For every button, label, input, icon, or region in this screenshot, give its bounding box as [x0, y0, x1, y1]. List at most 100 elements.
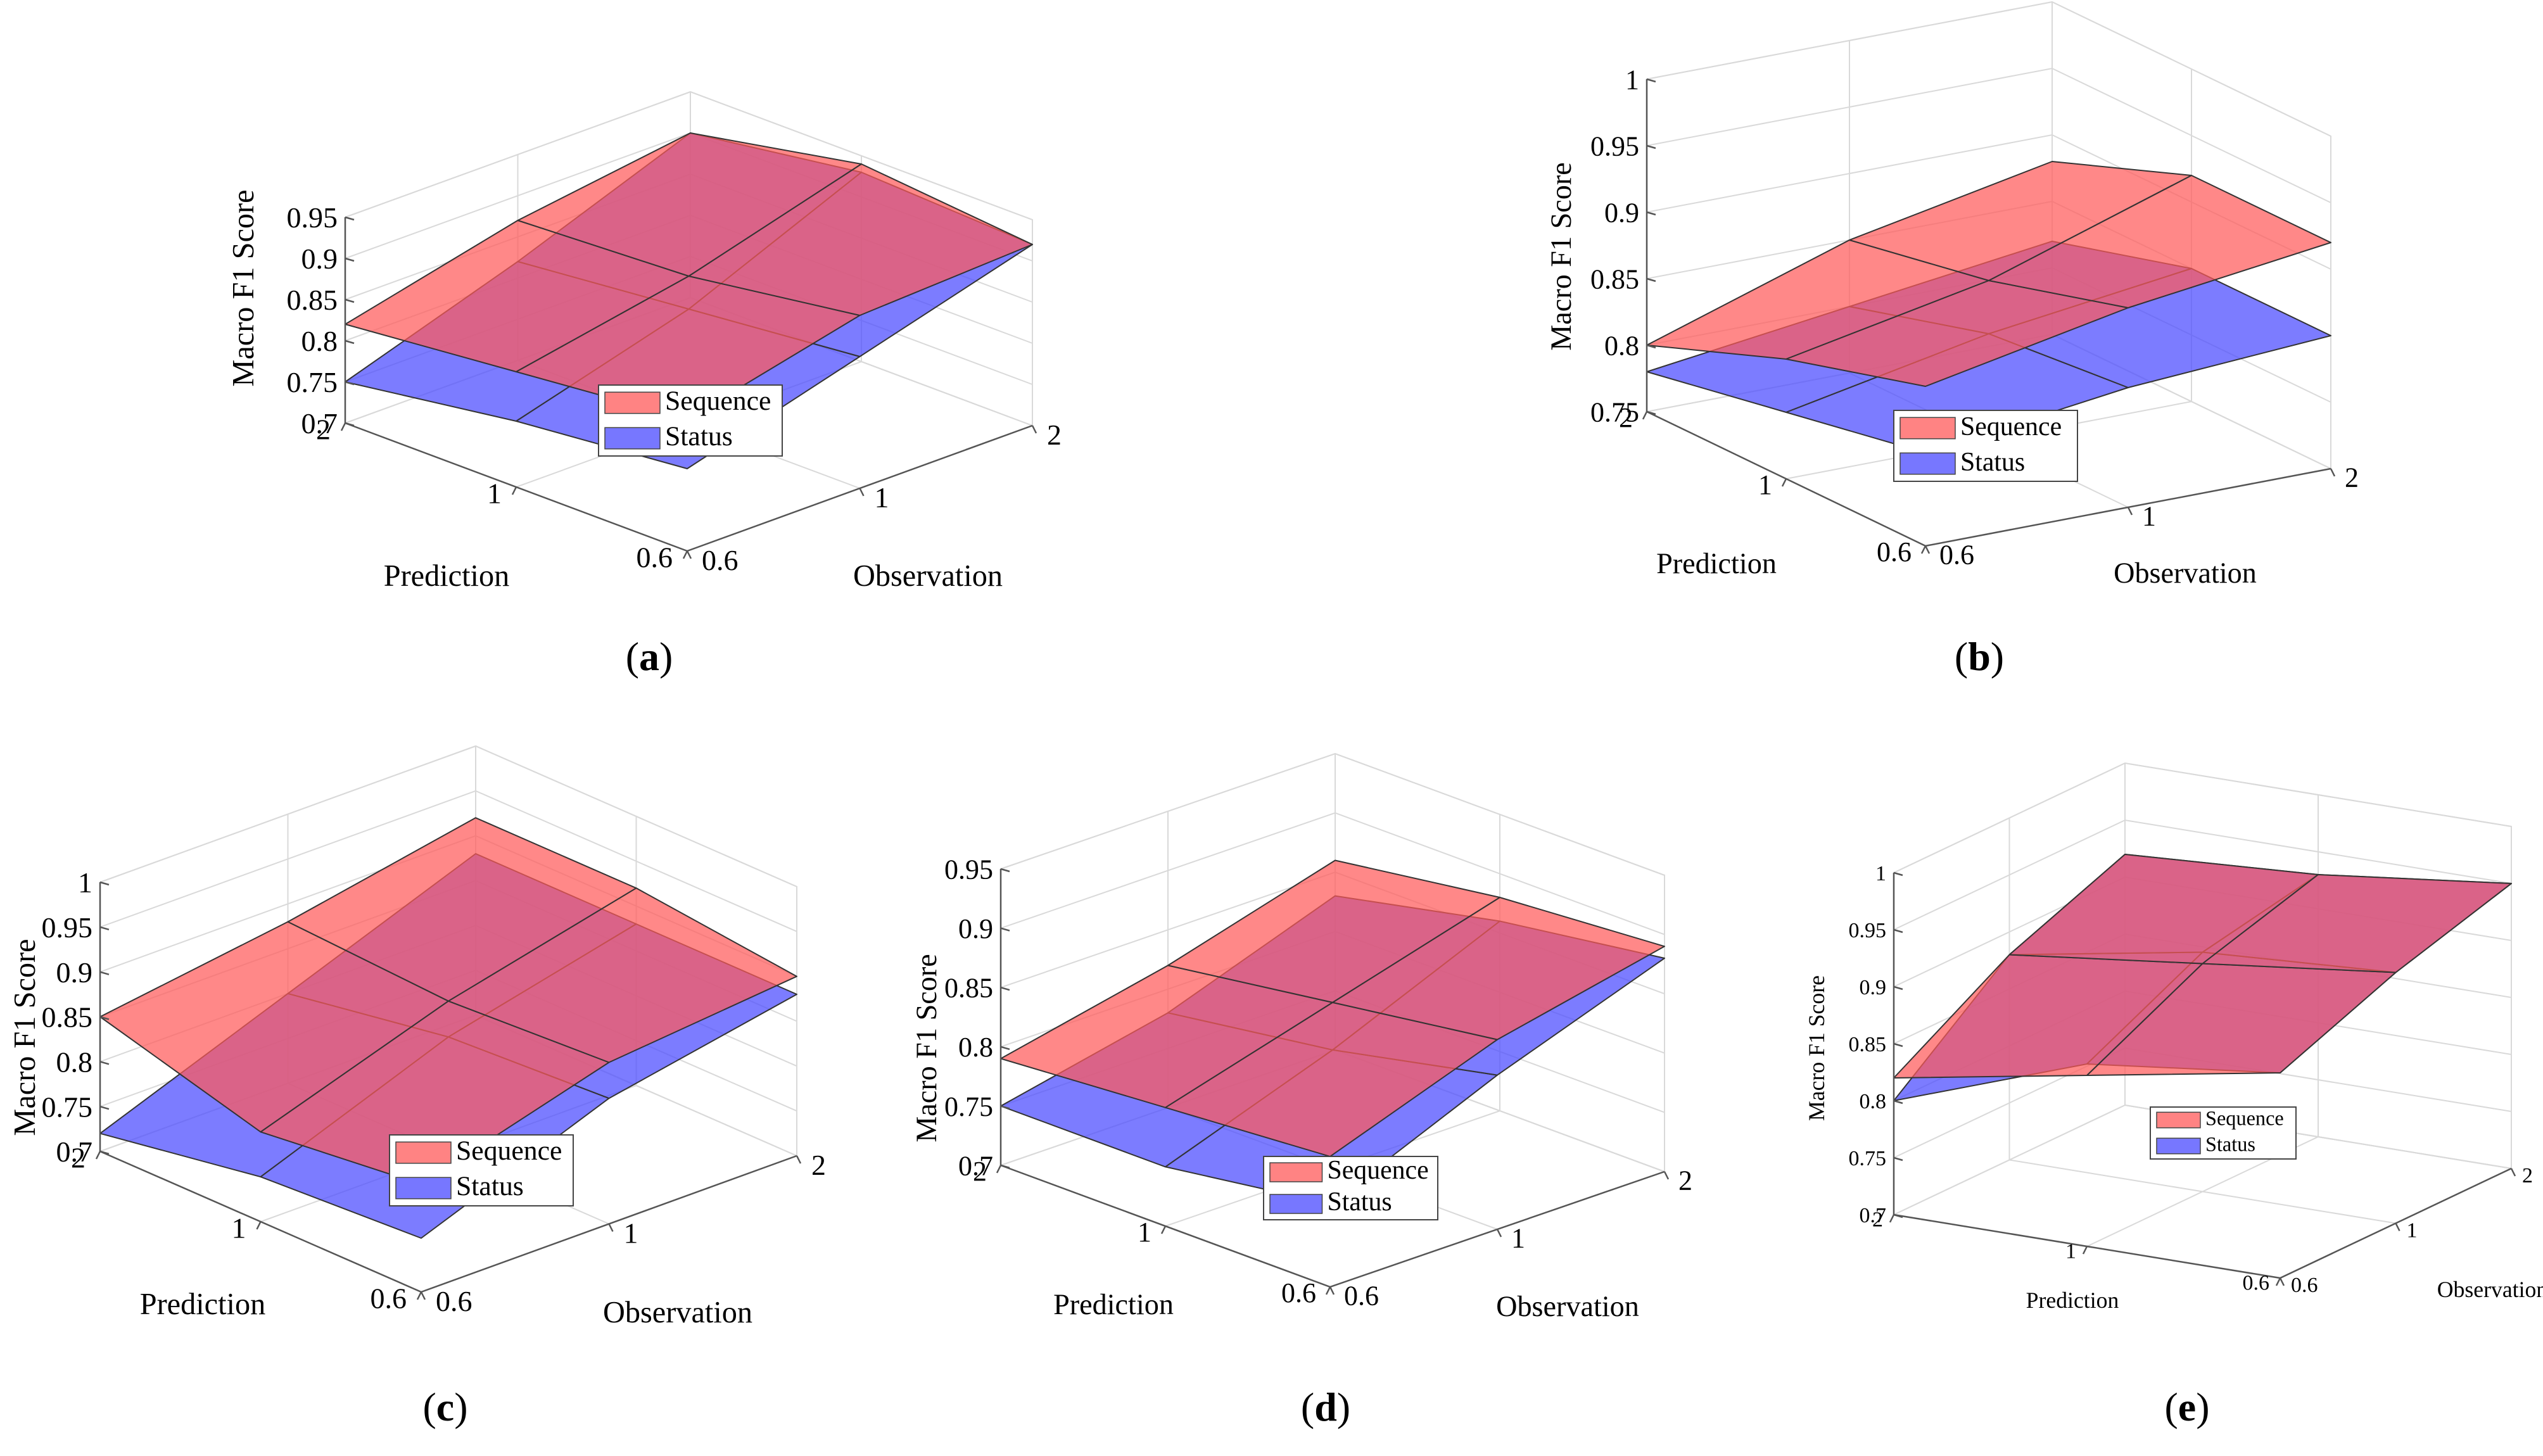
y-tick-mark [686, 550, 692, 559]
z-tick-mark [99, 1105, 110, 1110]
legend-swatch-status [1899, 452, 1956, 475]
z-gridline [1893, 762, 2512, 873]
x-tick-mark [511, 486, 517, 495]
legend-swatch-status [2156, 1137, 2201, 1155]
y-tick-mark [1329, 1286, 1335, 1295]
axes-lines [996, 868, 1670, 1295]
panel-label-close-paren: ) [1991, 634, 2004, 679]
panel-label: (c) [422, 1384, 467, 1429]
legend-swatch-sequence [1269, 1162, 1323, 1182]
z-tick-mark [1893, 1156, 1903, 1162]
z-tick-label: 0.85 [944, 973, 993, 1004]
surface-sequence [1000, 859, 1665, 1158]
z-tick-mark [99, 1061, 110, 1065]
surface-patch-sequence [1332, 897, 1665, 1041]
legend: Sequence Status [389, 1134, 574, 1206]
prediction-axis-label: Prediction [384, 559, 510, 593]
prediction-tick-label: 2 [1619, 402, 1633, 433]
panel-label-open-paren: ( [1301, 1384, 1314, 1429]
observation-axis-label: Observation [1496, 1290, 1639, 1322]
legend: Sequence Status [2150, 1106, 2297, 1160]
observation-tick-label: 1 [624, 1217, 638, 1249]
y-tick-mark [1031, 425, 1037, 434]
x-tick-mark [1781, 478, 1787, 487]
z-tick-mark [1646, 211, 1656, 216]
legend-label-status: Status [1328, 1187, 1392, 1217]
z-tick-label: 0.75 [1590, 396, 1639, 427]
z-tick-label: 0.7 [958, 1150, 993, 1181]
legend-label-status: Status [1960, 448, 2025, 477]
prediction-tick-label: 0.6 [371, 1282, 407, 1314]
panel-label-close-paren: ) [1337, 1384, 1350, 1429]
legend-swatch-sequence [1899, 417, 1956, 440]
z-tick-label: 0.95 [287, 201, 338, 234]
observation-tick-label: 0.6 [2291, 1274, 2318, 1297]
observation-tick-label: 1 [1511, 1223, 1525, 1254]
z-tick-label: 1 [1625, 64, 1639, 95]
y-tick-mark [859, 488, 865, 497]
panel-label-open-paren: ( [422, 1384, 436, 1429]
prediction-axis-label: Prediction [1656, 547, 1777, 579]
z-tick-label: 0.75 [42, 1091, 93, 1123]
panel-label-close-paren: ) [454, 1384, 467, 1429]
axes-lines [340, 216, 1037, 559]
panel-label: (e) [2164, 1384, 2209, 1429]
observation-tick-label: 0.6 [1939, 540, 1974, 571]
z-tick-mark [1646, 144, 1656, 149]
y-tick-mark [1663, 1171, 1670, 1180]
surface-sequence [345, 132, 1033, 420]
z-tick-mark [99, 1150, 110, 1155]
legend-label-status: Status [456, 1171, 524, 1201]
panel-label-letter: d [1314, 1384, 1337, 1429]
prediction-axis-label: Prediction [2026, 1288, 2119, 1313]
z-tick-mark [99, 1016, 110, 1020]
z-tick-label: 0.8 [958, 1032, 993, 1063]
y-tick-mark [2279, 1277, 2285, 1286]
z-tick-label: 0.75 [944, 1091, 993, 1122]
z-tick-label: 0.95 [42, 911, 93, 944]
y-tick-mark [420, 1291, 426, 1300]
z-tick-mark [345, 257, 355, 262]
prediction-tick-label: 2 [316, 413, 331, 445]
observation-tick-label: 2 [2522, 1164, 2533, 1187]
x-tick-mark [1160, 1225, 1167, 1234]
z-tick-label: 0.9 [1604, 197, 1639, 228]
z-tick-mark [1646, 344, 1656, 349]
observation-tick-label: 1 [2142, 501, 2156, 532]
z-tick-mark [1646, 410, 1656, 415]
z-tick-label: 0.85 [1590, 263, 1639, 294]
z-tick-label: 0.9 [958, 913, 993, 944]
legend-label-sequence: Sequence [1960, 412, 2062, 441]
y-tick-mark [2510, 1168, 2516, 1177]
z-axis-label: Macro F1 Score [1545, 162, 1577, 351]
observation-tick-label: 2 [2345, 462, 2359, 493]
surface-patch-sequence [448, 887, 797, 1063]
x-tick-mark [2275, 1277, 2281, 1286]
z-tick-mark [1000, 986, 1010, 991]
chart-panel-b: 0.75 0.8 0.85 0.9 0.95 1 2 1 0.6 0.6 1 2 Prediction O… [1545, 1, 2359, 679]
panel-label: (d) [1301, 1384, 1350, 1429]
floor-back-edge [1893, 1105, 2126, 1215]
panel-label-open-paren: ( [2164, 1384, 2178, 1429]
panel-label-letter: c [436, 1384, 454, 1429]
surface-sequence [99, 817, 797, 1185]
prediction-axis-label: Prediction [1053, 1288, 1174, 1320]
observation-tick-label: 0.6 [436, 1285, 472, 1317]
observation-axis-label: Observation [2114, 557, 2257, 589]
z-tick-mark [1000, 1046, 1010, 1051]
x-tick-mark [95, 1151, 101, 1160]
legend: Sequence Status [598, 384, 783, 457]
panel-label-close-paren: ) [659, 634, 673, 679]
prediction-tick-label: 1 [1758, 469, 1772, 500]
prediction-tick-label: 1 [487, 477, 502, 509]
observation-axis-label: Observation [2437, 1277, 2543, 1302]
legend-label-status: Status [2205, 1133, 2255, 1156]
z-axis-label: Macro F1 Score [1804, 975, 1829, 1121]
prediction-tick-label: 0.6 [1877, 536, 1912, 567]
z-tick-label: 0.95 [944, 854, 993, 885]
z-tick-label: 0.85 [42, 1001, 93, 1034]
legend-swatch-sequence [395, 1141, 452, 1164]
z-tick-label: 0.8 [301, 325, 338, 357]
legend-swatch-status [1269, 1194, 1323, 1214]
